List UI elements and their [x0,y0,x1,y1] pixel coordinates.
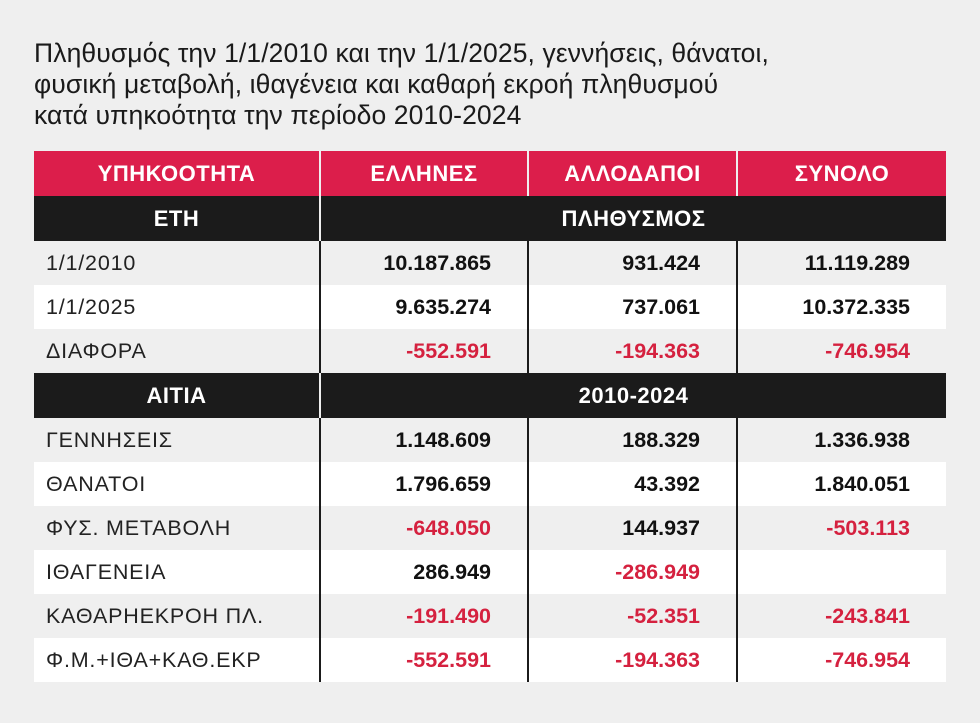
row-label: 1/1/2025 [34,285,320,329]
table-row: 1/1/2025 9.635.274 737.061 10.372.335 [34,285,946,329]
header-nationality: ΥΠΗΚΟΟΤΗΤΑ [34,151,320,196]
cell-foreigners: 931.424 [527,241,737,285]
cell-total [736,550,946,594]
cell-foreigners: 43.392 [527,462,737,506]
table-row: ΙΘΑΓΕΝΕΙΑ 286.949 -286.949 [34,550,946,594]
cell-greeks: -648.050 [319,506,528,550]
cell-foreigners: 188.329 [527,418,737,462]
cell-greeks: 10.187.865 [319,241,528,285]
cell-greeks: 1.148.609 [319,418,528,462]
cell-foreigners: 144.937 [527,506,737,550]
cell-greeks: -552.591 [319,638,528,682]
section-title-population: ΠΛΗΘΥΣΜΟΣ [319,196,946,241]
table-row: ΦΥΣ. ΜΕΤΑΒΟΛΗ -648.050 144.937 -503.113 [34,506,946,550]
cell-greeks: 1.796.659 [319,462,528,506]
cell-total: 1.840.051 [736,462,946,506]
cell-total: -746.954 [736,329,946,373]
cell-foreigners: 737.061 [527,285,737,329]
section-header-causes: ΑΙΤΙΑ 2010-2024 [34,373,946,418]
header-greeks: ΕΛΛΗΝΕΣ [319,151,528,196]
cell-greeks: -552.591 [319,329,528,373]
cell-greeks: 286.949 [319,550,528,594]
table-row: ΚΑΘΑΡΗΕΚΡΟΗ ΠΛ. -191.490 -52.351 -243.841 [34,594,946,638]
section-label-years: ΕΤΗ [34,196,320,241]
table-row: ΘΑΝΑΤΟΙ 1.796.659 43.392 1.840.051 [34,462,946,506]
cell-foreigners: -194.363 [527,638,737,682]
title-line: Πληθυσμός την 1/1/2010 και την 1/1/2025,… [34,38,769,68]
section-header-population: ΕΤΗ ΠΛΗΘΥΣΜΟΣ [34,196,946,241]
cell-foreigners: -52.351 [527,594,737,638]
cell-greeks: -191.490 [319,594,528,638]
page-title: Πληθυσμός την 1/1/2010 και την 1/1/2025,… [34,38,934,131]
section-label-causes: ΑΙΤΙΑ [34,373,320,418]
cell-total: -243.841 [736,594,946,638]
cell-total: 10.372.335 [736,285,946,329]
population-table: ΥΠΗΚΟΟΤΗΤΑ ΕΛΛΗΝΕΣ ΑΛΛΟΔΑΠΟΙ ΣΥΝΟΛΟ ΕΤΗ … [34,151,946,682]
table-row: 1/1/2010 10.187.865 931.424 11.119.289 [34,241,946,285]
section-title-period: 2010-2024 [319,373,946,418]
row-label: ΔΙΑΦΟΡΑ [34,329,320,373]
cell-total: -503.113 [736,506,946,550]
cell-foreigners: -194.363 [527,329,737,373]
cell-greeks: 9.635.274 [319,285,528,329]
header-total: ΣΥΝΟΛΟ [736,151,946,196]
row-label: ΓΕΝΝΗΣΕΙΣ [34,418,320,462]
table-row: Φ.Μ.+ΙΘΑ+ΚΑΘ.ΕΚΡ -552.591 -194.363 -746.954 [34,638,946,682]
row-label: ΚΑΘΑΡΗΕΚΡΟΗ ΠΛ. [34,594,320,638]
header-foreigners: ΑΛΛΟΔΑΠΟΙ [527,151,737,196]
cell-total: 1.336.938 [736,418,946,462]
table-row: ΔΙΑΦΟΡΑ -552.591 -194.363 -746.954 [34,329,946,373]
cell-total: 11.119.289 [736,241,946,285]
cell-foreigners: -286.949 [527,550,737,594]
title-line: φυσική μεταβολή, ιθαγένεια και καθαρή εκ… [34,69,719,99]
cell-total: -746.954 [736,638,946,682]
title-line: κατά υπηκοότητα την περίοδο 2010-2024 [34,100,522,130]
table-header-row: ΥΠΗΚΟΟΤΗΤΑ ΕΛΛΗΝΕΣ ΑΛΛΟΔΑΠΟΙ ΣΥΝΟΛΟ [34,151,946,196]
row-label: ΦΥΣ. ΜΕΤΑΒΟΛΗ [34,506,320,550]
row-label: 1/1/2010 [34,241,320,285]
row-label: Φ.Μ.+ΙΘΑ+ΚΑΘ.ΕΚΡ [34,638,320,682]
row-label: ΘΑΝΑΤΟΙ [34,462,320,506]
row-label: ΙΘΑΓΕΝΕΙΑ [34,550,320,594]
table-row: ΓΕΝΝΗΣΕΙΣ 1.148.609 188.329 1.336.938 [34,418,946,462]
